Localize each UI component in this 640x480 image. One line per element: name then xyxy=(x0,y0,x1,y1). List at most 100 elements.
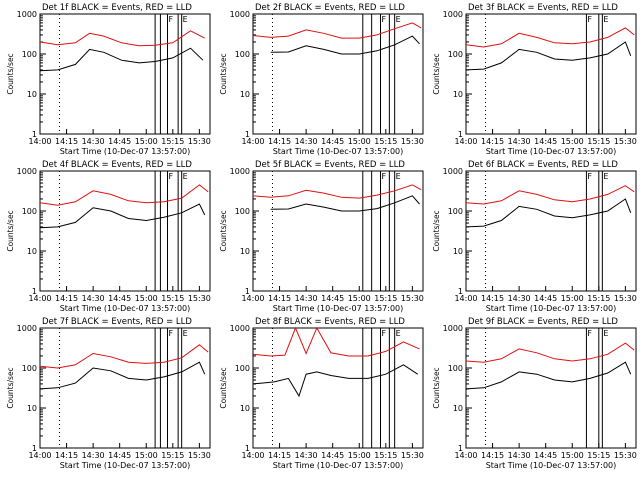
x-tick-label: 15:00 xyxy=(135,451,158,460)
plot-frame xyxy=(465,13,637,135)
x-tick-label: 14:30 xyxy=(295,137,318,146)
events-series-line xyxy=(465,198,632,228)
plot-title: Det 2f BLACK = Events, RED = LLD xyxy=(255,3,405,13)
plot-frame xyxy=(465,327,637,449)
x-tick-label: 14:00 xyxy=(454,451,477,460)
lld-series-line xyxy=(252,326,420,357)
x-tick-label: 15:15 xyxy=(161,451,184,460)
x-tick-label: 14:15 xyxy=(55,294,78,303)
y-tick-label: 1 xyxy=(245,287,250,296)
x-tick-label: 14:30 xyxy=(508,294,531,303)
x-axis-label: Start Time (10-Dec-07 13:57:00) xyxy=(60,147,191,156)
y-tick-label: 1000 xyxy=(230,324,250,333)
y-tick-label: 1 xyxy=(245,444,250,453)
x-tick-label: 15:00 xyxy=(348,294,371,303)
x-axis-label: Start Time (10-Dec-07 13:57:00) xyxy=(60,304,191,313)
x-axis-label: Start Time (10-Dec-07 13:57:00) xyxy=(486,304,617,313)
y-tick-label: 100 xyxy=(448,364,463,373)
x-tick-label: 15:30 xyxy=(188,294,211,303)
y-tick-label: 1000 xyxy=(17,167,37,176)
y-tick-label: 10 xyxy=(453,90,463,99)
marker-label: F xyxy=(169,329,174,338)
y-tick-label: 1 xyxy=(458,287,463,296)
x-tick-label: 14:00 xyxy=(28,137,51,146)
lld-series-line xyxy=(252,184,422,199)
lld-series-line xyxy=(465,342,635,363)
x-tick-label: 15:30 xyxy=(614,137,637,146)
plot-frame xyxy=(252,170,424,292)
marker-label: E xyxy=(183,15,188,24)
x-tick-label: 14:00 xyxy=(241,137,264,146)
x-tick-label: 14:00 xyxy=(241,451,264,460)
marker-label: F xyxy=(587,329,592,338)
x-axis-label: Start Time (10-Dec-07 13:57:00) xyxy=(273,304,404,313)
x-tick-label: 14:30 xyxy=(82,137,105,146)
x-tick-label: 15:30 xyxy=(401,294,424,303)
y-tick-label: 10 xyxy=(240,247,250,256)
marker-label: F xyxy=(587,15,592,24)
x-tick-label: 14:45 xyxy=(534,137,557,146)
marker-label: E xyxy=(603,329,608,338)
x-tick-label: 15:30 xyxy=(401,137,424,146)
y-tick-label: 1000 xyxy=(443,10,463,19)
marker-label: F xyxy=(382,15,387,24)
y-tick-label: 1000 xyxy=(230,167,250,176)
x-tick-label: 14:30 xyxy=(82,451,105,460)
x-tick-label: 15:30 xyxy=(188,137,211,146)
x-tick-label: 14:30 xyxy=(508,137,531,146)
y-tick-label: 100 xyxy=(448,207,463,216)
x-tick-label: 14:45 xyxy=(321,451,344,460)
x-tick-label: 14:30 xyxy=(295,294,318,303)
marker-label: F xyxy=(382,172,387,181)
plot-title: Det 8f BLACK = Events, RED = LLD xyxy=(255,317,405,327)
y-tick-label: 100 xyxy=(22,50,37,59)
x-tick-label: 14:00 xyxy=(28,294,51,303)
lld-series-line xyxy=(252,22,422,39)
x-tick-label: 14:00 xyxy=(241,294,264,303)
x-tick-label: 15:15 xyxy=(587,451,610,460)
y-tick-label: 100 xyxy=(235,207,250,216)
x-tick-label: 14:15 xyxy=(268,451,291,460)
y-tick-label: 10 xyxy=(453,404,463,413)
x-tick-label: 14:15 xyxy=(481,137,504,146)
y-axis-label: Counts/sec xyxy=(432,367,441,408)
marker-label: F xyxy=(587,172,592,181)
y-axis-label: Counts/sec xyxy=(6,210,15,251)
y-tick-label: 10 xyxy=(27,90,37,99)
y-axis-label: Counts/sec xyxy=(432,53,441,94)
x-tick-label: 15:15 xyxy=(374,137,397,146)
x-tick-label: 14:30 xyxy=(295,451,318,460)
x-tick-label: 14:15 xyxy=(55,137,78,146)
events-series-line xyxy=(270,35,420,55)
y-tick-label: 10 xyxy=(27,404,37,413)
x-axis-label: Start Time (10-Dec-07 13:57:00) xyxy=(486,147,617,156)
lld-series-line xyxy=(465,27,635,48)
marker-label: E xyxy=(396,15,401,24)
x-tick-label: 14:15 xyxy=(55,451,78,460)
x-tick-label: 15:00 xyxy=(561,137,584,146)
y-tick-label: 1 xyxy=(458,444,463,453)
marker-label: E xyxy=(183,172,188,181)
x-tick-label: 15:00 xyxy=(561,294,584,303)
events-series-line xyxy=(39,203,206,229)
x-tick-label: 15:00 xyxy=(135,137,158,146)
events-series-line xyxy=(465,41,632,71)
x-tick-label: 14:45 xyxy=(321,294,344,303)
marker-label: E xyxy=(396,172,401,181)
y-tick-label: 1000 xyxy=(443,324,463,333)
plot-title: Det 5f BLACK = Events, RED = LLD xyxy=(255,160,405,170)
x-tick-label: 15:00 xyxy=(561,451,584,460)
x-tick-label: 14:45 xyxy=(108,294,131,303)
x-axis-label: Start Time (10-Dec-07 13:57:00) xyxy=(273,147,404,156)
x-tick-label: 15:30 xyxy=(614,451,637,460)
marker-label: E xyxy=(603,15,608,24)
plot-frame xyxy=(39,170,211,292)
y-tick-label: 1 xyxy=(32,287,37,296)
x-tick-label: 14:30 xyxy=(82,294,105,303)
x-tick-label: 15:30 xyxy=(401,451,424,460)
y-tick-label: 1000 xyxy=(17,324,37,333)
marker-label: E xyxy=(396,329,401,338)
y-axis-label: Counts/sec xyxy=(219,53,228,94)
y-tick-label: 10 xyxy=(27,247,37,256)
x-tick-label: 15:15 xyxy=(161,294,184,303)
